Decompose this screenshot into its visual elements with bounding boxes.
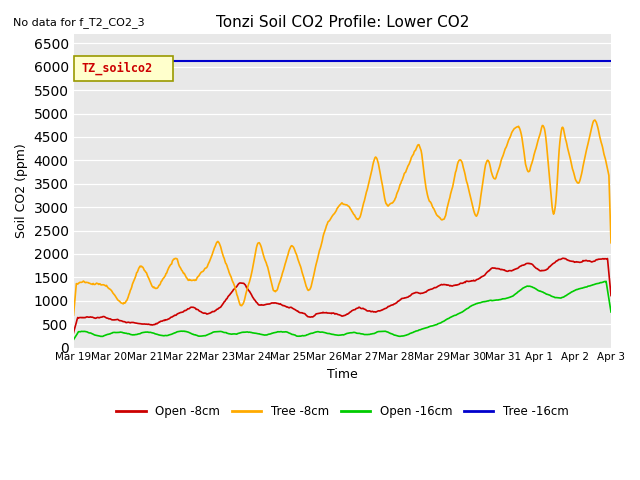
Legend: Open -8cm, Tree -8cm, Open -16cm, Tree -16cm: Open -8cm, Tree -8cm, Open -16cm, Tree -…: [111, 401, 573, 423]
FancyBboxPatch shape: [74, 56, 173, 81]
Y-axis label: Soil CO2 (ppm): Soil CO2 (ppm): [15, 144, 28, 238]
Text: TZ_soilco2: TZ_soilco2: [82, 61, 153, 74]
Text: No data for f_T2_CO2_3: No data for f_T2_CO2_3: [13, 17, 145, 28]
Title: Tonzi Soil CO2 Profile: Lower CO2: Tonzi Soil CO2 Profile: Lower CO2: [216, 15, 469, 30]
X-axis label: Time: Time: [327, 368, 358, 381]
